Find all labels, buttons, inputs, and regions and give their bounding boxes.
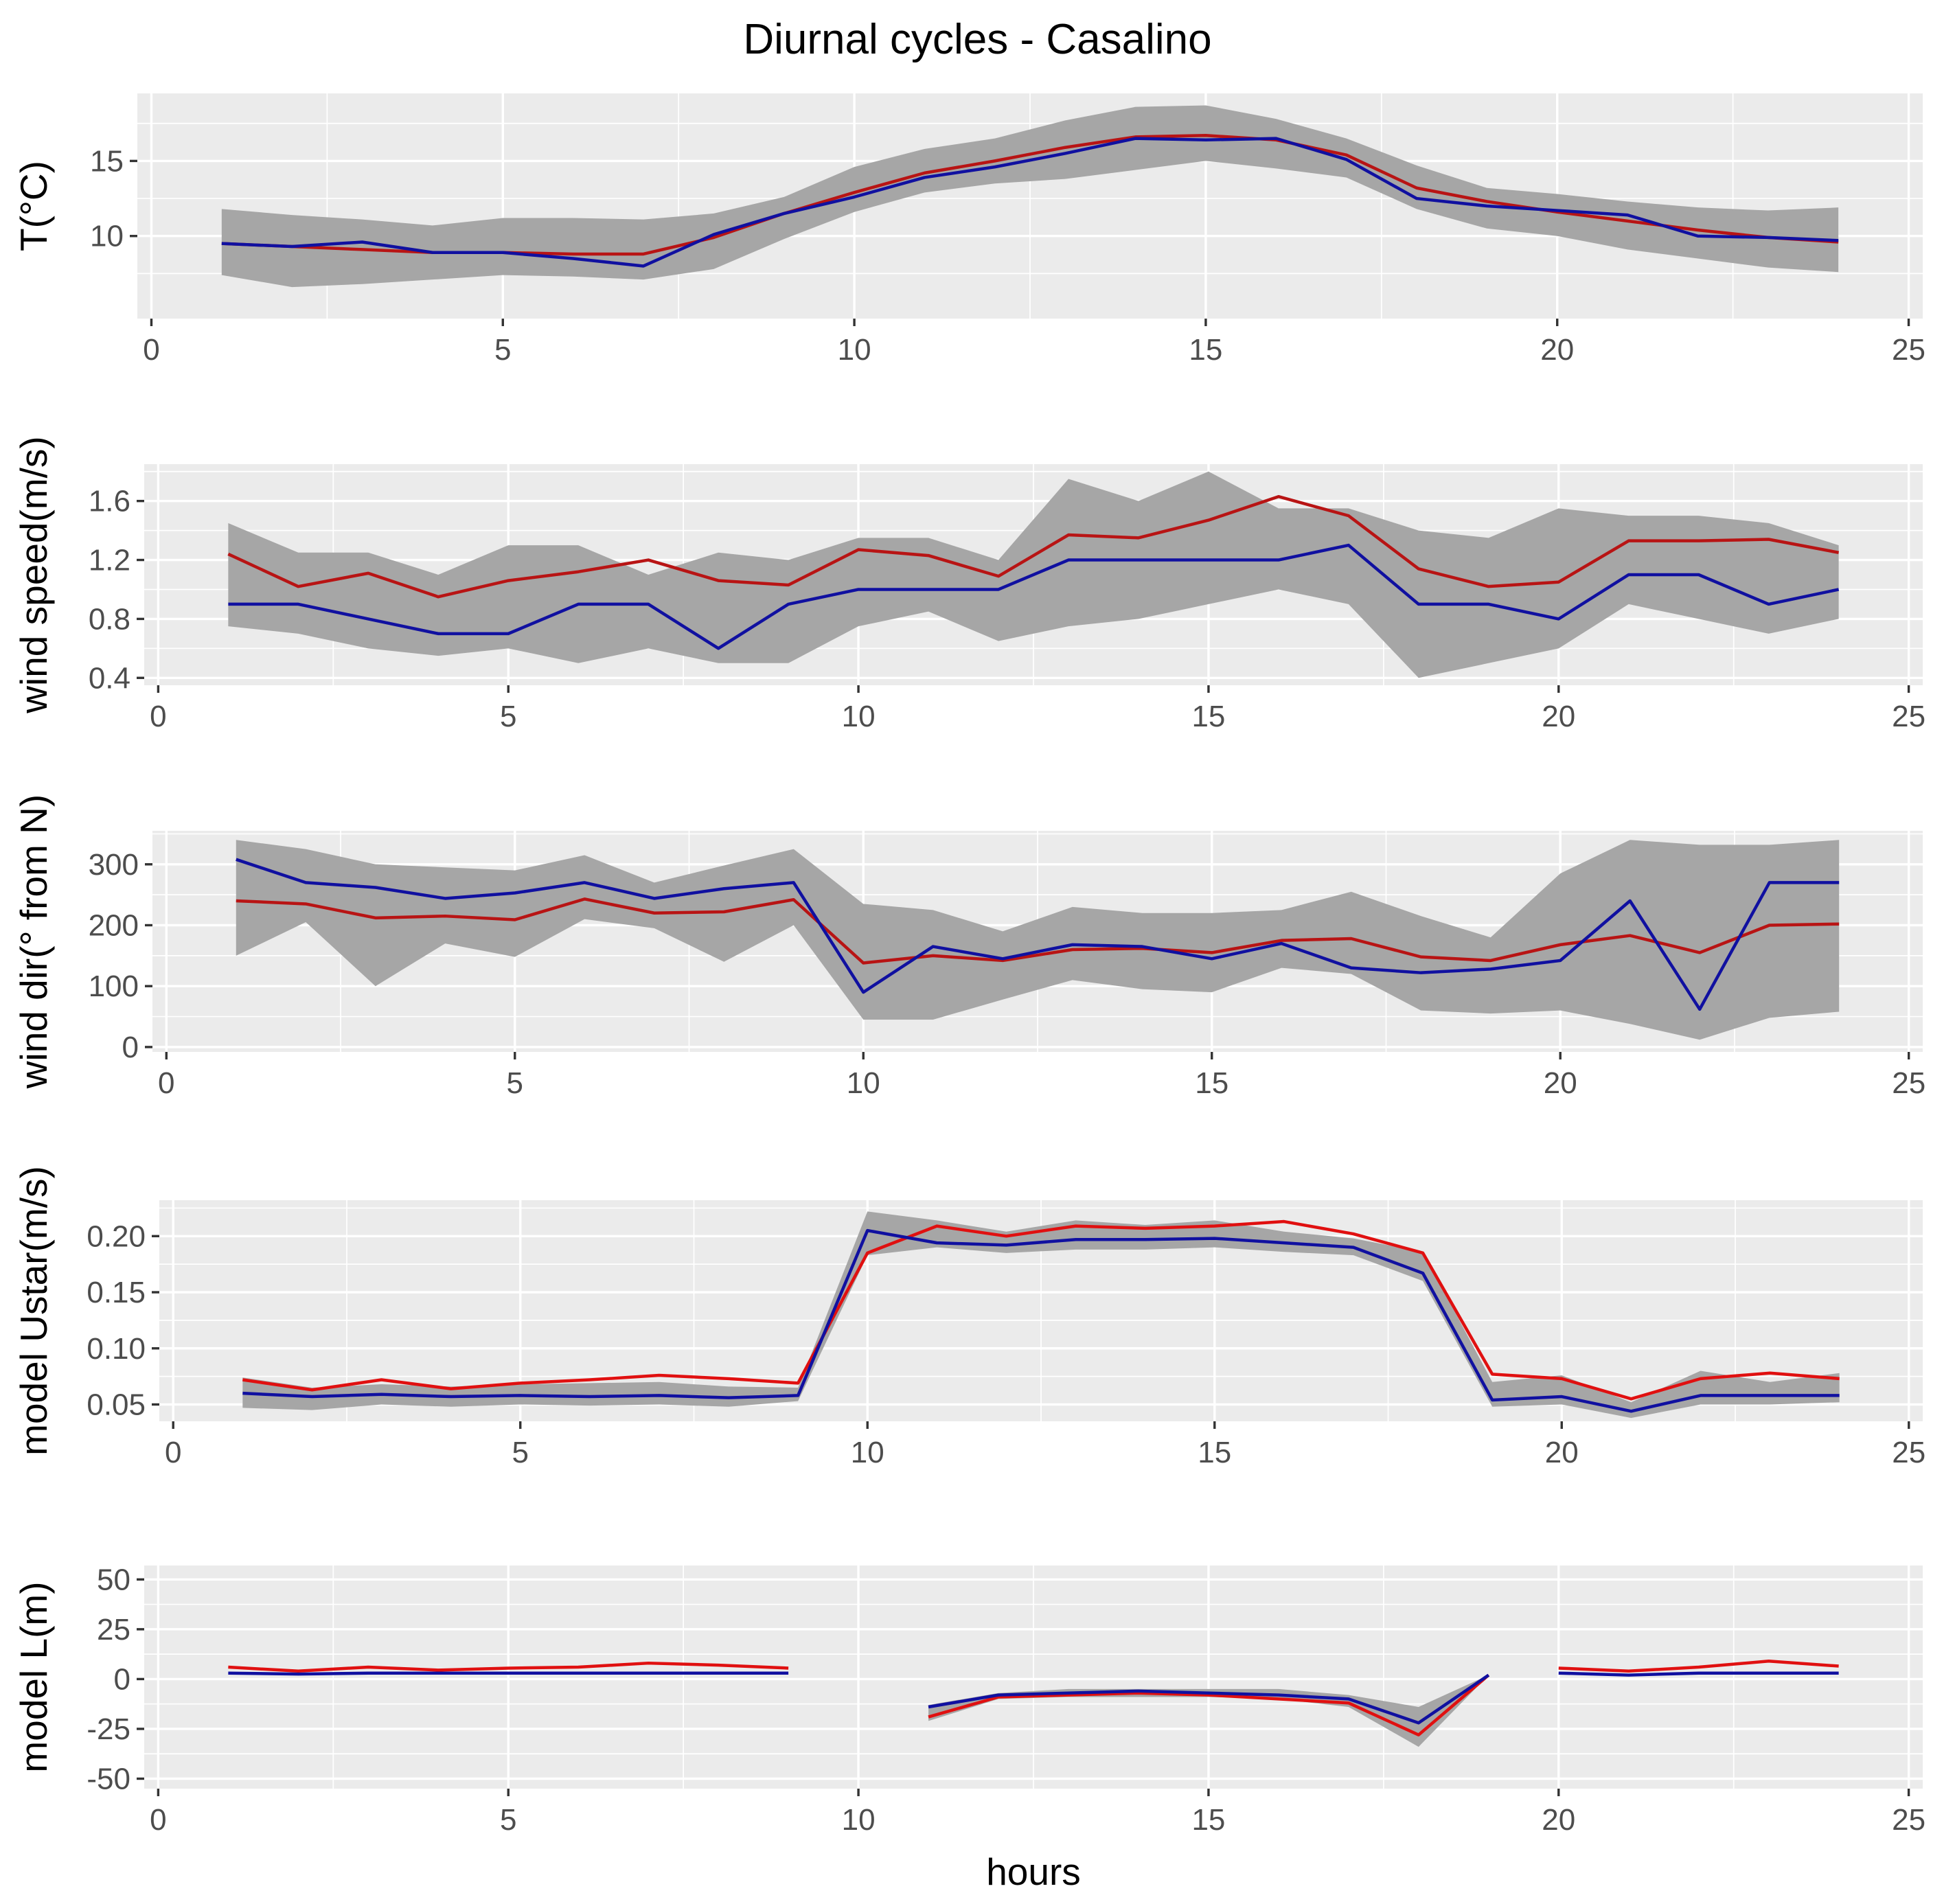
- x-tick-label: 5: [512, 1436, 528, 1469]
- y-tick-label: 25: [97, 1613, 130, 1647]
- y-tick-label: 0.20: [87, 1219, 146, 1253]
- y-axis-title: T(°C): [12, 161, 55, 251]
- y-axis-title: wind dir(° from N): [12, 794, 55, 1089]
- series-line-model: [227, 494, 1840, 599]
- series-line-observed: [228, 543, 1840, 650]
- x-tick-label: 10: [838, 333, 871, 367]
- series-line-model: [228, 1661, 789, 1673]
- x-tick-label: 5: [507, 1066, 523, 1100]
- x-tick-label: 20: [1542, 700, 1575, 733]
- series-line-model: [1558, 1660, 1839, 1673]
- x-tick-label: 15: [1195, 1066, 1228, 1100]
- y-tick-label: 15: [90, 144, 124, 178]
- y-tick-label: 1.2: [89, 544, 130, 577]
- series-line-observed: [242, 1228, 1840, 1413]
- y-tick-label: 100: [89, 970, 139, 1003]
- x-tick-label: 0: [150, 700, 166, 733]
- y-tick-label: 0.8: [89, 602, 130, 636]
- x-tick-label: 0: [165, 1436, 181, 1469]
- x-tick-label: 20: [1545, 1436, 1579, 1469]
- series-line-model: [242, 1219, 1840, 1401]
- panel-2: 0 5 10 15 20 25 0.4 0.8 1.2 1.6 wind speed(m/s): [12, 436, 1925, 733]
- panel-1: 0 5 10 15 20 25 10 15 T(°C): [12, 93, 1925, 367]
- x-tick-label: 25: [1892, 700, 1925, 733]
- x-tick-label: 10: [847, 1066, 880, 1100]
- series-line-model: [928, 1673, 1490, 1736]
- x-tick-label: 10: [851, 1436, 884, 1469]
- x-tick-label: 5: [500, 700, 516, 733]
- y-axis-title: model L(m): [12, 1581, 55, 1772]
- y-tick-label: 0.15: [87, 1276, 146, 1309]
- ribbon-range: [236, 840, 1840, 1040]
- x-tick-label: 10: [842, 1803, 876, 1837]
- x-tick-label: 15: [1191, 700, 1225, 733]
- panel-3: 0 5 10 15 20 25 0 100 200 300 wind dir(° from N): [12, 794, 1925, 1100]
- y-tick-label: -25: [87, 1712, 130, 1746]
- y-axis-title: model Ustar(m/s): [12, 1166, 55, 1456]
- x-tick-label: 25: [1892, 1436, 1925, 1469]
- y-tick-label: 200: [89, 908, 139, 942]
- y-tick-label: 1.6: [89, 485, 130, 518]
- ribbon-range: [242, 1211, 1840, 1419]
- series-line-observed: [221, 137, 1839, 268]
- x-tick-label: 20: [1544, 1066, 1577, 1100]
- panel-5: 0 5 10 15 20 25 -50 -25 0 25 50 model L(m) hours: [12, 1563, 1925, 1893]
- x-tick-label: 0: [150, 1803, 166, 1837]
- x-tick-label: 25: [1892, 333, 1925, 367]
- y-tick-label: 0.4: [89, 661, 130, 695]
- x-tick-label: 5: [500, 1803, 516, 1837]
- y-tick-label: 0: [114, 1662, 130, 1696]
- series-line-observed: [228, 1671, 789, 1676]
- series-line-observed: [928, 1673, 1490, 1725]
- y-tick-label: 10: [90, 220, 124, 253]
- x-tick-label: 20: [1542, 1803, 1575, 1837]
- y-tick-label: 0.05: [87, 1388, 146, 1421]
- x-tick-label: 15: [1198, 1436, 1231, 1469]
- series-line-observed: [1558, 1671, 1839, 1677]
- x-tick-label: 20: [1540, 333, 1574, 367]
- x-tick-label: 5: [494, 333, 511, 367]
- x-tick-label: 25: [1892, 1066, 1925, 1100]
- x-tick-label: 15: [1191, 1803, 1225, 1837]
- y-tick-label: 0.10: [87, 1332, 146, 1366]
- ribbon-range: [221, 105, 1839, 288]
- y-axis-title: wind speed(m/s): [12, 436, 55, 713]
- x-tick-label: 15: [1189, 333, 1222, 367]
- y-tick-label: 300: [89, 848, 139, 882]
- x-tick-label: 25: [1892, 1803, 1925, 1837]
- y-tick-label: -50: [87, 1762, 130, 1796]
- y-tick-label: 0: [122, 1031, 139, 1064]
- x-axis-title: hours: [986, 1850, 1081, 1893]
- series-line-observed: [236, 858, 1840, 1011]
- panel-4: 0 5 10 15 20 25 0.05 0.10 0.15 0.20 model Ustar(m/…: [12, 1166, 1925, 1469]
- series-line-model: [236, 897, 1840, 965]
- x-tick-label: 10: [842, 700, 876, 733]
- y-tick-label: 50: [97, 1563, 130, 1596]
- x-tick-label: 0: [143, 333, 159, 367]
- chart-title: Diurnal cycles - Casalino: [743, 16, 1212, 63]
- x-tick-label: 0: [158, 1066, 174, 1100]
